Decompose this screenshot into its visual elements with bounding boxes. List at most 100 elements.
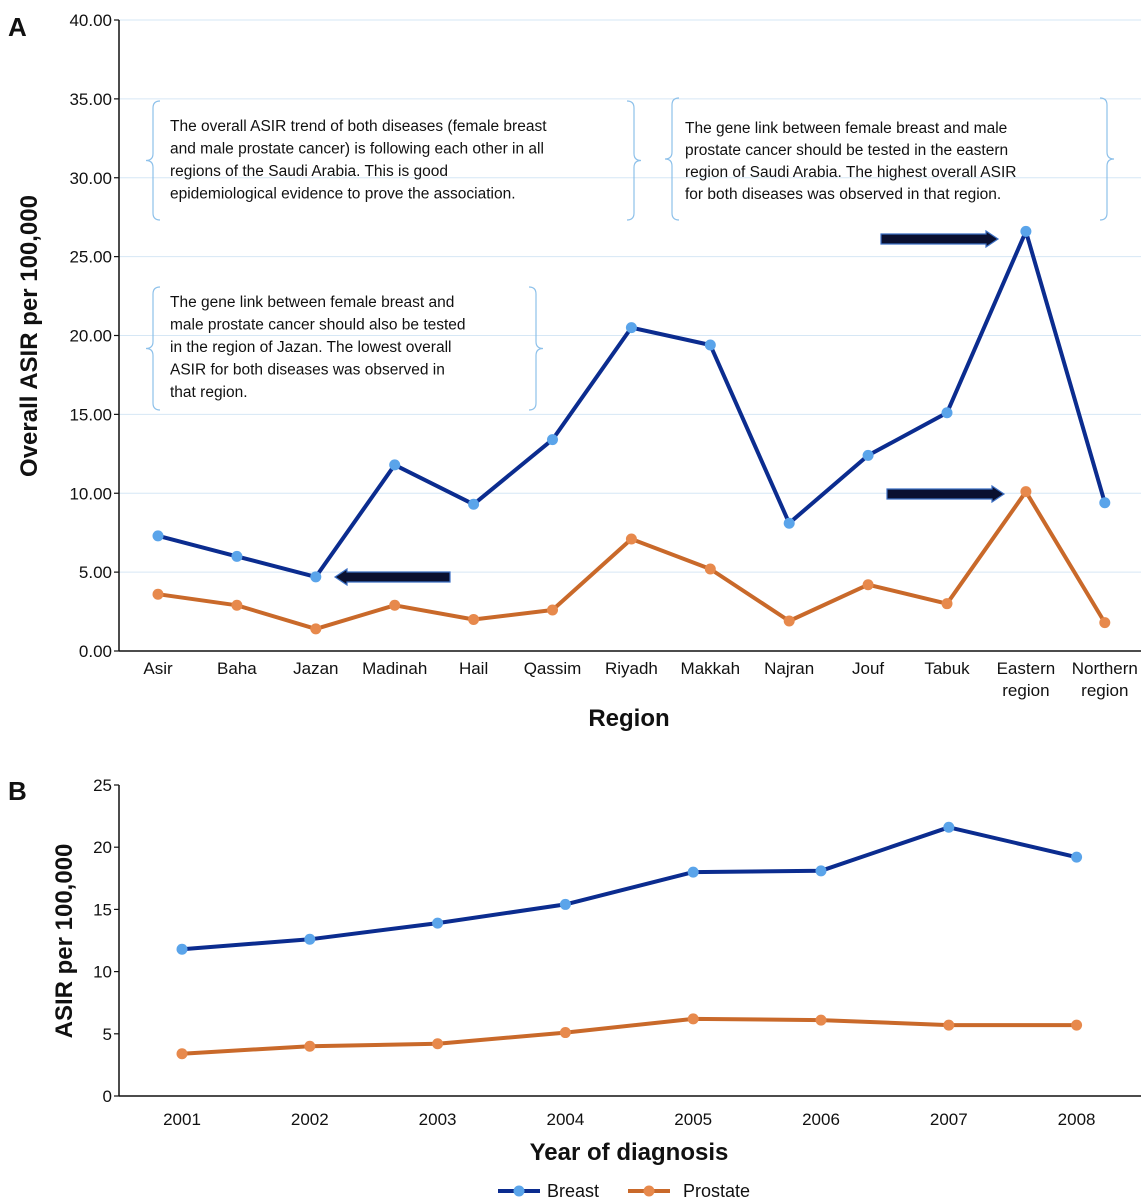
legend-prostate-label: Prostate bbox=[683, 1181, 750, 1201]
a-x-tick-label-riyadh: Riyadh bbox=[605, 659, 658, 678]
a-x-tick-label-tabuk: Tabuk bbox=[924, 659, 970, 678]
a-x-tick-label-hail: Hail bbox=[459, 659, 488, 678]
annotation-2-text-line: region of Saudi Arabia. The highest over… bbox=[685, 164, 1016, 181]
a-y-tick-label: 0.00 bbox=[79, 642, 112, 661]
a-breast-point bbox=[547, 434, 558, 446]
panel-b-y-tick-labels: 0 5 10 15 20 25 bbox=[93, 776, 112, 1106]
panel-b-x-axis-title: Year of diagnosis bbox=[530, 1139, 729, 1166]
b-prostate-point bbox=[432, 1038, 444, 1050]
annotation-2-text-line: prostate cancer should be tested in the … bbox=[685, 142, 1008, 159]
b-x-tick-label-2002: 2002 bbox=[291, 1110, 329, 1129]
legend-breast-label: Breast bbox=[547, 1181, 599, 1201]
b-prostate-point bbox=[559, 1027, 571, 1039]
panel-a-annotations: The overall ASIR trend of both diseases … bbox=[145, 97, 1115, 411]
b-y-tick-label: 15 bbox=[93, 900, 112, 919]
annotation-3-right-brace bbox=[528, 286, 544, 411]
a-prostate-point bbox=[231, 599, 243, 611]
annotation-1-text-line: and male prostate cancer) is following e… bbox=[170, 141, 544, 158]
a-y-tick-label: 20.00 bbox=[69, 327, 112, 346]
b-y-tick-label: 25 bbox=[93, 776, 112, 795]
a-x-tick-label-madinah: Madinah bbox=[362, 659, 427, 678]
b-y-tick-label: 5 bbox=[103, 1025, 112, 1044]
a-prostate-point bbox=[152, 588, 164, 600]
annotation-3-text-line: that region. bbox=[170, 384, 248, 401]
arrow-to-eastern-prostate bbox=[886, 484, 1006, 504]
a-y-tick-label: 25.00 bbox=[69, 248, 112, 267]
b-breast-point bbox=[1071, 851, 1083, 863]
a-prostate-point bbox=[1099, 617, 1111, 629]
arrow-to-jazan-breast bbox=[333, 567, 451, 587]
panel-a-y-tick-labels: 0.00 5.00 10.00 15.00 20.00 25.00 30.00 35.00 40… bbox=[69, 11, 112, 661]
a-breast-point bbox=[1099, 497, 1111, 509]
b-breast-point bbox=[815, 865, 827, 877]
panel-a-series bbox=[152, 225, 1111, 635]
annotation-2-left-brace bbox=[664, 97, 680, 221]
a-prostate-point bbox=[468, 613, 480, 625]
a-x-tick-label-baha: Baha bbox=[217, 659, 257, 678]
a-x-tick-label-northern-region: region bbox=[1081, 681, 1128, 700]
a-y-tick-label: 10.00 bbox=[69, 484, 112, 503]
b-breast-point bbox=[559, 898, 571, 910]
annotation-1-text-line: regions of the Saudi Arabia. This is goo… bbox=[170, 163, 448, 180]
b-prostate-point bbox=[815, 1014, 827, 1026]
a-breast-series-line bbox=[157, 229, 1107, 579]
a-x-tick-label-eastern-region: region bbox=[1002, 681, 1049, 700]
a-x-tick-label-qassim: Qassim bbox=[524, 659, 582, 678]
b-x-tick-label-2007: 2007 bbox=[930, 1110, 968, 1129]
a-x-tick-label-asir: Asir bbox=[143, 659, 173, 678]
legend-breast-marker bbox=[513, 1185, 525, 1197]
b-prostate-point bbox=[1071, 1019, 1083, 1031]
b-x-tick-label-2005: 2005 bbox=[674, 1110, 712, 1129]
annotation-2-text-line: The gene link between female breast and … bbox=[685, 120, 1007, 137]
legend-prostate-marker bbox=[643, 1185, 655, 1197]
panel-a-x-tick-labels: Asir Baha Jazan Madinah Hail Qassim Riyadh Makk… bbox=[143, 659, 1138, 700]
b-prostate-point bbox=[176, 1048, 188, 1060]
a-breast-point bbox=[310, 571, 322, 583]
a-prostate-point bbox=[389, 599, 401, 611]
b-x-tick-label-2006: 2006 bbox=[802, 1110, 840, 1129]
b-breast-point bbox=[432, 917, 444, 929]
panel-a-y-axis-title: Overall ASIR per 100,000 bbox=[16, 195, 43, 477]
a-breast-point bbox=[783, 517, 795, 529]
a-y-tick-label: 5.00 bbox=[79, 563, 112, 582]
annotation-1-right-brace bbox=[626, 100, 642, 221]
a-x-tick-label-jouf: Jouf bbox=[852, 659, 884, 678]
b-breast-point bbox=[943, 821, 955, 833]
annotation-3-text-line: The gene link between female breast and bbox=[170, 294, 454, 311]
panel-b-y-axis-title: ASIR per 100,000 bbox=[51, 844, 78, 1039]
a-prostate-point bbox=[862, 579, 874, 591]
a-prostate-point bbox=[547, 604, 558, 616]
annotation-1-left-brace bbox=[145, 100, 161, 221]
a-x-tick-label-jazan: Jazan bbox=[293, 659, 338, 678]
b-breast-point bbox=[304, 933, 316, 945]
a-breast-point bbox=[231, 550, 243, 562]
panel-a-x-axis-title: Region bbox=[588, 705, 669, 732]
b-x-tick-label-2008: 2008 bbox=[1058, 1110, 1096, 1129]
a-y-tick-label: 40.00 bbox=[69, 11, 112, 30]
panel-b-axes bbox=[114, 784, 1141, 1097]
annotation-3-text-line: ASIR for both diseases was observed in bbox=[170, 362, 445, 379]
a-prostate-point bbox=[1020, 486, 1032, 498]
annotation-2-right-brace bbox=[1099, 97, 1115, 221]
a-y-tick-label: 15.00 bbox=[69, 405, 112, 424]
annotation-3-text-line: in the region of Jazan. The lowest overa… bbox=[170, 339, 451, 356]
a-breast-point bbox=[152, 530, 164, 542]
a-breast-point bbox=[704, 339, 716, 351]
a-x-tick-label-makkah: Makkah bbox=[681, 659, 741, 678]
a-y-tick-label: 30.00 bbox=[69, 169, 112, 188]
a-breast-point bbox=[468, 498, 480, 510]
b-y-tick-label: 10 bbox=[93, 963, 112, 982]
a-breast-point bbox=[1020, 225, 1032, 237]
b-prostate-point bbox=[943, 1019, 955, 1031]
panel-a-axes bbox=[114, 19, 1141, 652]
panel-b-series bbox=[176, 821, 1083, 1060]
panel-a-grid bbox=[119, 19, 1141, 573]
b-breast-point bbox=[176, 943, 188, 955]
a-prostate-point bbox=[783, 615, 795, 627]
arrow-to-eastern-breast bbox=[880, 229, 1000, 249]
a-prostate-series-line bbox=[157, 489, 1107, 631]
panel-a-letter: A bbox=[8, 12, 27, 42]
a-breast-point bbox=[862, 449, 874, 461]
